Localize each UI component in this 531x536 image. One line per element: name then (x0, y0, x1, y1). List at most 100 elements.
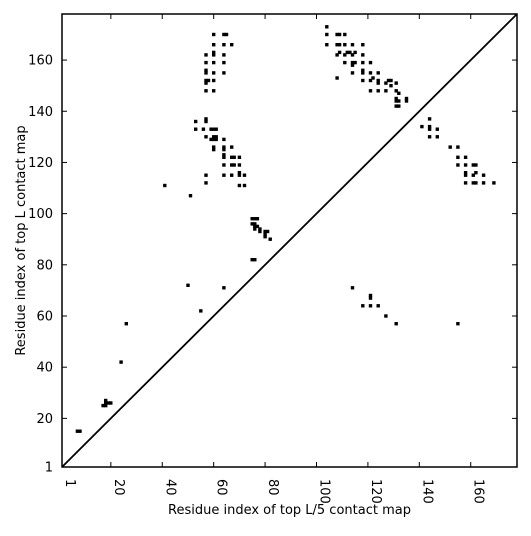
contact-point (230, 145, 234, 149)
y-axis-label: Residue index of top L contact map (14, 125, 29, 355)
contact-point (448, 145, 452, 149)
plot-area (61, 13, 518, 468)
contact-point (353, 50, 357, 55)
contact-point (394, 104, 398, 108)
contact-point (427, 127, 432, 131)
contact-point (253, 217, 257, 221)
contact-point (250, 258, 254, 262)
contact-point (263, 229, 267, 234)
contact-point (212, 127, 216, 131)
contact-point (335, 43, 339, 47)
contact-point (204, 89, 208, 93)
contact-point (456, 155, 460, 159)
contact-point (194, 127, 198, 131)
x-axis-label: Residue index of top L/5 contact map (168, 503, 411, 518)
contact-point (343, 43, 347, 47)
contact-point (222, 155, 226, 159)
contact-point (222, 286, 226, 290)
contact-point (104, 398, 108, 403)
contact-point (397, 91, 401, 95)
contact-point (230, 173, 234, 177)
contact-point (384, 314, 388, 318)
contact-point (353, 60, 357, 65)
contact-point (350, 43, 355, 47)
contact-point (343, 53, 347, 57)
contact-point (389, 84, 393, 88)
contact-point (253, 224, 257, 229)
contact-point (222, 145, 226, 149)
contact-point (209, 137, 213, 142)
contact-point (335, 76, 339, 80)
contact-point (427, 117, 432, 121)
contact-point (204, 68, 208, 72)
contact-point (404, 99, 409, 103)
contact-point (222, 153, 226, 157)
contact-point (237, 173, 242, 177)
contact-point (361, 53, 365, 57)
contact-point (258, 229, 262, 234)
contact-point (427, 135, 432, 139)
contact-point (337, 32, 342, 37)
contact-point (212, 43, 216, 47)
contact-point (188, 194, 193, 198)
contact-point (222, 173, 226, 177)
contact-point (343, 60, 347, 65)
contact-point (250, 217, 254, 221)
contact-point (376, 71, 380, 75)
contact-point (394, 322, 398, 326)
contact-point (232, 163, 236, 167)
contact-point (337, 43, 342, 47)
contact-point (456, 145, 460, 149)
contact-point (368, 78, 373, 83)
contact-point (384, 81, 388, 85)
contact-point (471, 173, 475, 177)
y-tick-label: 1 (45, 461, 53, 476)
contact-point (222, 163, 226, 167)
contact-point (75, 429, 80, 433)
contact-point (397, 104, 401, 108)
contact-point (209, 127, 213, 131)
contact-point (204, 181, 208, 185)
contact-point (204, 81, 208, 85)
y-tick-label: 20 (36, 412, 53, 427)
contact-point (350, 286, 355, 290)
contact-point (376, 89, 380, 93)
contact-point (250, 222, 254, 226)
contact-point (335, 32, 339, 37)
contact-point (337, 50, 342, 55)
contact-point (361, 304, 365, 308)
x-tick-label: 120 (368, 479, 383, 504)
contact-point (350, 53, 355, 57)
x-tick-label: 80 (265, 479, 280, 496)
contact-point (212, 147, 216, 152)
y-tick-label: 60 (36, 310, 53, 325)
contact-point (230, 43, 234, 47)
contact-point (376, 81, 380, 85)
contact-point (212, 50, 216, 55)
contact-point (230, 163, 234, 167)
contact-point (481, 181, 486, 185)
contact-point (222, 32, 226, 37)
contact-point (361, 43, 365, 47)
y-tick-label: 160 (28, 54, 53, 69)
contact-point (258, 227, 262, 231)
contact-point (325, 25, 329, 29)
contact-point (222, 43, 226, 47)
y-tick-label: 80 (36, 258, 53, 273)
contact-point (204, 173, 208, 177)
contact-point (474, 163, 478, 167)
contact-point (397, 99, 401, 103)
x-tick-label: 20 (111, 479, 126, 496)
contact-point (212, 32, 216, 37)
contact-point (350, 63, 355, 67)
contact-point (242, 183, 247, 188)
contact-point (253, 227, 257, 231)
contact-point (212, 137, 216, 142)
contact-point (463, 171, 468, 175)
contact-point (104, 401, 108, 405)
contact-point (325, 43, 329, 47)
contact-point (237, 183, 242, 188)
contact-point (368, 296, 373, 300)
